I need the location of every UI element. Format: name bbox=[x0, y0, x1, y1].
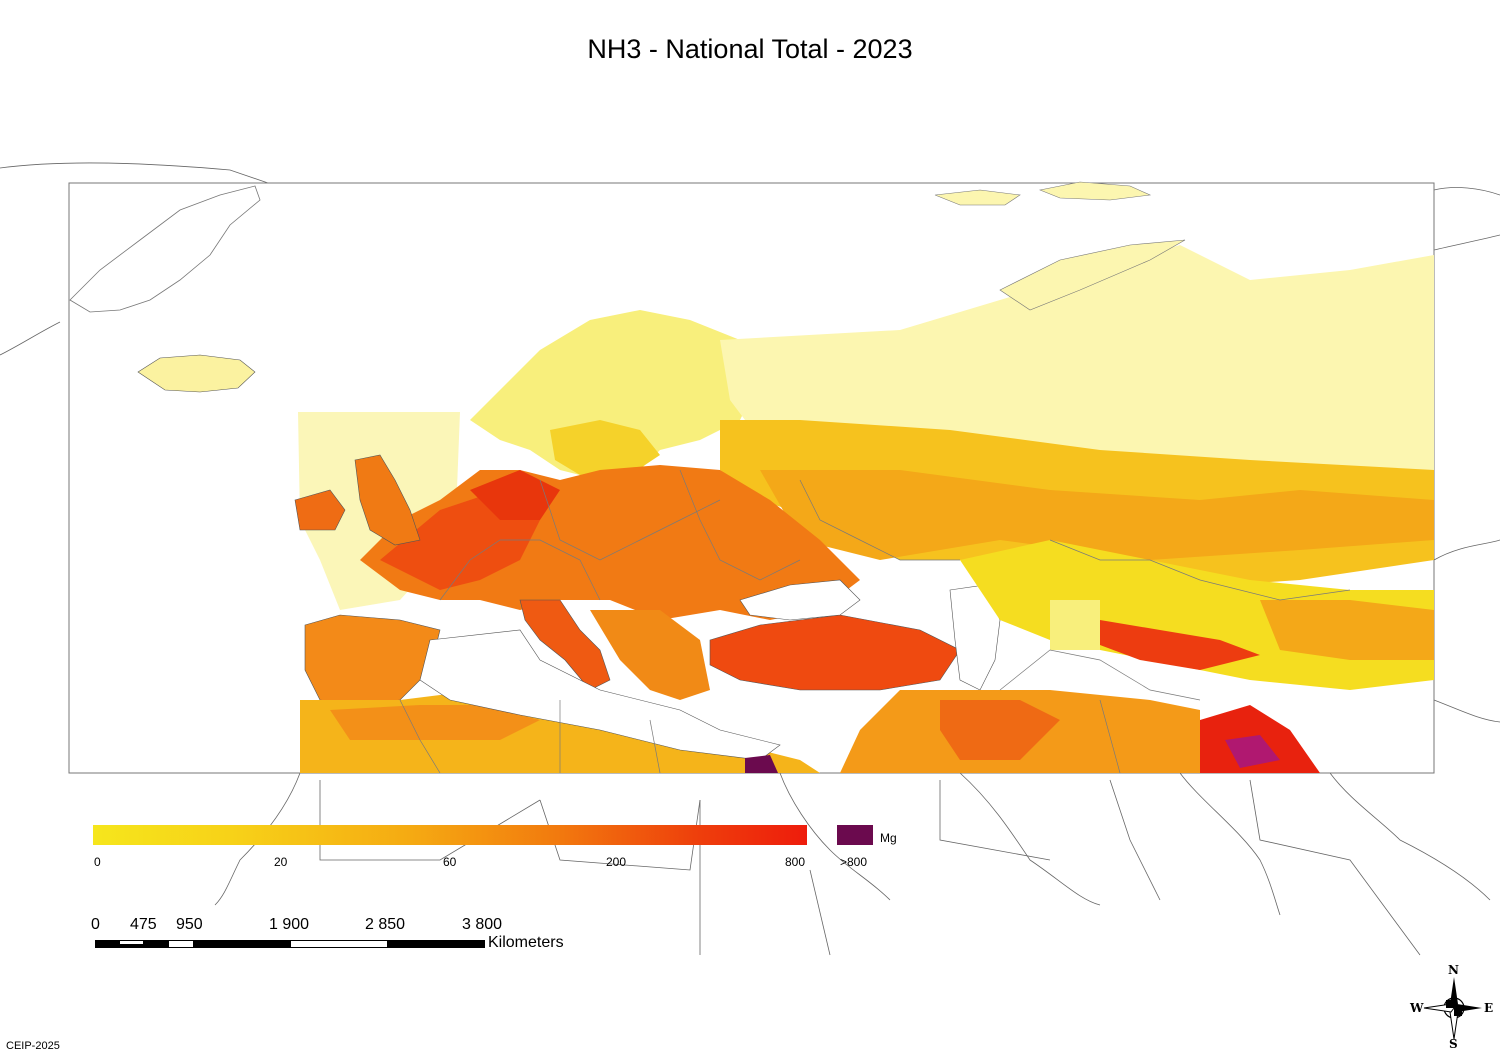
compass-n: N bbox=[1448, 963, 1459, 977]
legend-tick: 20 bbox=[274, 855, 288, 869]
emission-surface bbox=[137, 181, 1434, 773]
legend-over-swatch bbox=[837, 825, 873, 845]
legend-color-ramp bbox=[93, 825, 807, 845]
compass-s: S bbox=[1449, 1037, 1458, 1051]
credit: CEIP-2025 bbox=[6, 1040, 60, 1052]
scale-label: 3 800 bbox=[462, 916, 503, 933]
legend-tick: 0 bbox=[94, 855, 101, 869]
legend-tick: 60 bbox=[443, 855, 457, 869]
scale-label: 1 900 bbox=[269, 916, 310, 933]
scale-label: 475 bbox=[130, 916, 157, 933]
scale-bar bbox=[95, 940, 485, 948]
compass-w: W bbox=[1410, 1001, 1424, 1015]
scale-label: 2 850 bbox=[365, 916, 406, 933]
scale-label: 950 bbox=[176, 916, 203, 933]
legend-tick: 200 bbox=[606, 855, 627, 869]
country-borders bbox=[399, 469, 1351, 774]
outer-coastlines bbox=[0, 162, 1500, 956]
legend-tick: >800 bbox=[840, 855, 868, 869]
scale-label: 0 bbox=[91, 916, 100, 933]
scale-unit: Kilometers bbox=[488, 934, 564, 951]
legend-unit: Mg bbox=[880, 831, 897, 845]
map-title: NH3 - National Total - 2023 bbox=[587, 34, 913, 64]
greenland-outline bbox=[69, 185, 261, 313]
north-arrow-icon: N S W E bbox=[1410, 963, 1494, 1053]
legend-tick: 800 bbox=[785, 855, 806, 869]
compass-e: E bbox=[1484, 1001, 1494, 1015]
